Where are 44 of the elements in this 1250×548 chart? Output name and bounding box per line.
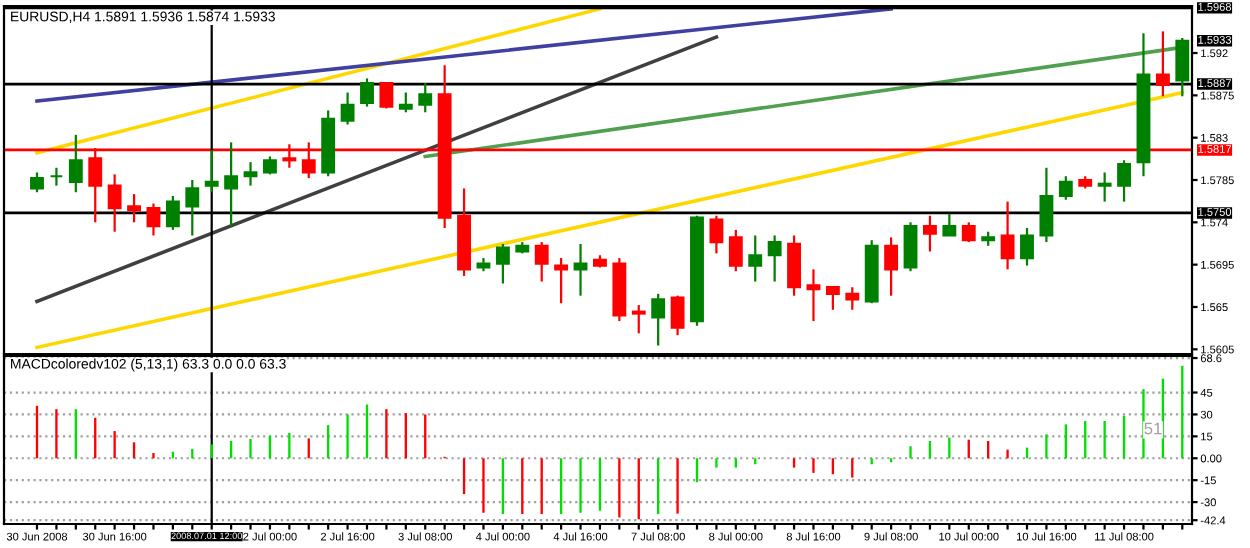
- candlestick: [49, 166, 64, 187]
- candlestick: [709, 214, 724, 255]
- candlestick: [243, 161, 258, 187]
- candlestick: [224, 141, 239, 228]
- candlestick: [1117, 159, 1131, 203]
- candlestick: [165, 194, 180, 231]
- candlestick: [903, 221, 918, 273]
- candlestick: [146, 202, 161, 237]
- candlestick: [204, 148, 219, 194]
- candlestick: [30, 171, 44, 194]
- candlestick: [748, 234, 763, 283]
- candlestick: [418, 82, 433, 114]
- annotation: 51: [1144, 422, 1162, 435]
- candlestick: [534, 240, 549, 283]
- candlestick: [360, 77, 374, 108]
- candlestick: [942, 212, 957, 237]
- candlestick: [806, 268, 821, 323]
- candlestick: [1155, 30, 1170, 98]
- candlestick: [1058, 175, 1073, 201]
- candlestick: [127, 193, 141, 224]
- candlestick: [845, 286, 860, 311]
- candlestick: [379, 82, 394, 110]
- candlestick: [631, 303, 646, 335]
- candlestick: [68, 133, 83, 194]
- candlestick: [884, 236, 899, 297]
- candlestick: [1175, 36, 1190, 98]
- candlestick: [767, 234, 782, 283]
- candlestick: [1039, 166, 1054, 244]
- candlestick: [825, 286, 840, 311]
- candlestick: [923, 214, 937, 253]
- candlestick: [398, 91, 413, 114]
- candlestick: [107, 173, 122, 233]
- candlestick: [670, 294, 685, 337]
- candlestick: [185, 178, 200, 237]
- candlestick: [495, 242, 510, 285]
- candlestick: [1020, 226, 1034, 267]
- candlestick: [961, 221, 976, 244]
- candlestick: [787, 234, 801, 297]
- candlestick: [1000, 200, 1015, 271]
- candlestick: [1097, 171, 1112, 203]
- candlestick: [728, 228, 743, 273]
- candlestick: [340, 91, 355, 126]
- candlestick: [554, 256, 569, 305]
- candlestick: [651, 292, 666, 347]
